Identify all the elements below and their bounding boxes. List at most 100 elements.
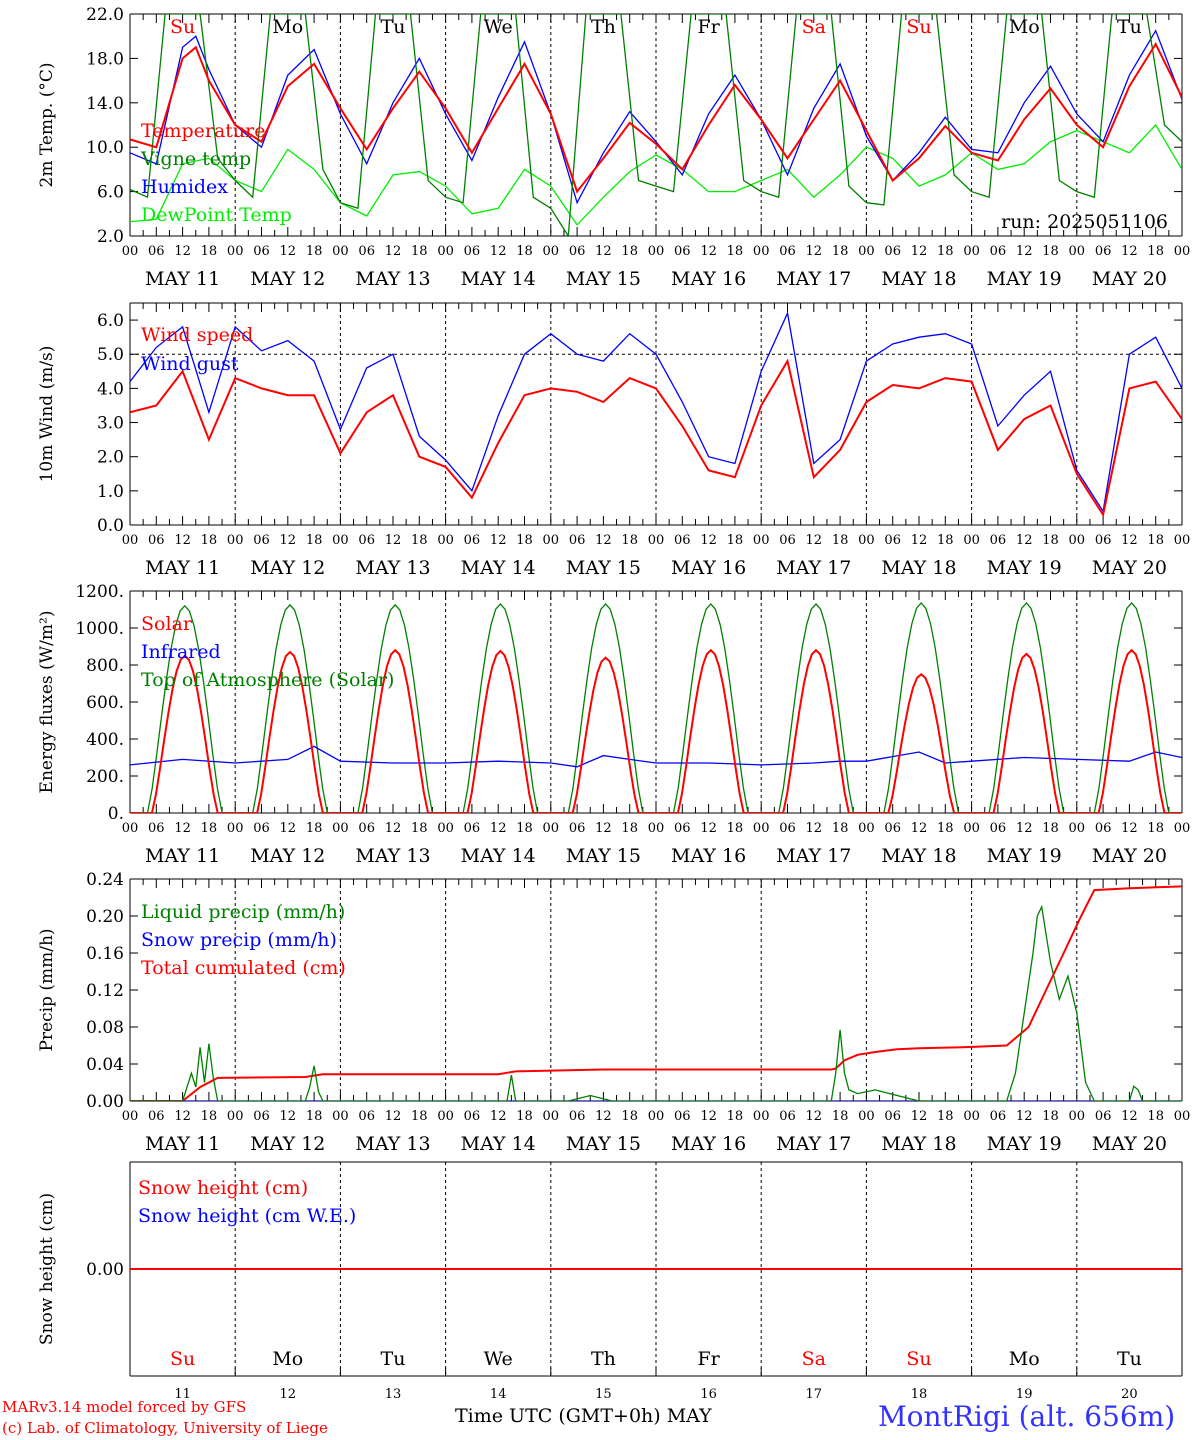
- hour-label: 06: [569, 1109, 586, 1124]
- date-label: MAY 15: [566, 557, 641, 579]
- legend-temperature: Temperature: [141, 120, 265, 142]
- hour-label: 06: [253, 821, 270, 836]
- date-label: MAY 11: [145, 1133, 220, 1155]
- hour-label: 18: [201, 821, 218, 836]
- hour-label: 06: [990, 533, 1007, 548]
- y-tick-label: 6.0: [97, 183, 124, 203]
- hour-label: 00: [753, 244, 770, 259]
- date-label: MAY 18: [881, 557, 956, 579]
- legend-snow-height-cm-w-e-: Snow height (cm W.E.): [138, 1205, 356, 1227]
- hour-label: 18: [201, 533, 218, 548]
- y-tick-label: 6.0: [97, 311, 124, 331]
- series-total-cumulated-cm-: [130, 885, 1182, 1101]
- day-tag-bottom: Mo: [272, 1348, 303, 1370]
- hour-label: 18: [727, 821, 744, 836]
- date-label: MAY 12: [250, 268, 325, 290]
- hour-label: 00: [437, 1109, 454, 1124]
- date-label: MAY 19: [987, 1133, 1062, 1155]
- hour-label: 18: [1147, 244, 1164, 259]
- hour-label: 00: [543, 244, 560, 259]
- legend-wind-gust: Wind gust: [141, 353, 239, 375]
- date-label: MAY 16: [671, 845, 746, 867]
- hour-label: 06: [569, 533, 586, 548]
- legend-total-cumulated-cm-: Total cumulated (cm): [141, 957, 346, 979]
- hour-label: 00: [963, 533, 980, 548]
- lab-credit: (c) Lab. of Climatology, University of L…: [2, 1419, 328, 1437]
- hour-label: 00: [963, 821, 980, 836]
- hour-label: 12: [280, 1109, 297, 1124]
- date-label: MAY 15: [566, 1133, 641, 1155]
- series-dewpoint-temp: [130, 123, 1182, 226]
- y-tick-label: 10.0: [86, 138, 124, 158]
- hour-label: 18: [937, 1109, 954, 1124]
- hour-label: 18: [727, 1109, 744, 1124]
- hour-label: 00: [1174, 821, 1191, 836]
- y-axis-title: Precip (mm/h): [37, 928, 57, 1051]
- hour-label: 00: [437, 533, 454, 548]
- hour-label: 06: [884, 1109, 901, 1124]
- hour-label: 00: [437, 821, 454, 836]
- hour-label: 06: [253, 533, 270, 548]
- y-tick-label: 600.: [86, 693, 124, 713]
- y-tick-label: 1000.: [75, 619, 124, 639]
- day-tag-bottom: Tu: [381, 1348, 406, 1370]
- hour-label: 06: [569, 244, 586, 259]
- y-axis-title: 10m Wind (m/s): [37, 346, 57, 483]
- hour-label: 12: [700, 244, 717, 259]
- y-tick-label: 0.00: [86, 1260, 124, 1280]
- hour-label: 00: [858, 244, 875, 259]
- hour-label: 12: [385, 244, 402, 259]
- y-tick-label: 3.0: [97, 414, 124, 434]
- hour-label: 06: [358, 1109, 375, 1124]
- day-tag-top: Th: [591, 16, 616, 38]
- hour-label: 12: [1121, 821, 1138, 836]
- hour-label: 00: [122, 533, 139, 548]
- hour-label: 12: [595, 821, 612, 836]
- day-number: 20: [1121, 1387, 1138, 1402]
- y-tick-label: 0.12: [86, 981, 124, 1001]
- hour-label: 12: [806, 821, 823, 836]
- hour-label: 06: [464, 1109, 481, 1124]
- hour-label: 00: [1069, 1109, 1086, 1124]
- hour-label: 06: [884, 821, 901, 836]
- hour-label: 00: [227, 533, 244, 548]
- series-wind-gust: [130, 311, 1182, 514]
- day-tag-bottom: Th: [591, 1348, 616, 1370]
- legend-snow-precip-mm-h-: Snow precip (mm/h): [141, 929, 337, 951]
- legend-vigne-temp: Vigne temp: [140, 148, 251, 170]
- hour-label: 00: [122, 1109, 139, 1124]
- date-label: MAY 20: [1092, 557, 1167, 579]
- date-label: MAY 18: [881, 1133, 956, 1155]
- day-tag-top: Su: [170, 16, 195, 38]
- y-tick-label: 5.0: [97, 345, 124, 365]
- day-tag-top: We: [484, 16, 513, 38]
- hour-label: 06: [779, 1109, 796, 1124]
- panel-4: 0.24 0.20 0.16 0.12 0.08 0.04 0.00 Precip (mm/h…: [37, 870, 1190, 1155]
- date-label: MAY 17: [776, 1133, 851, 1155]
- hour-label: 12: [490, 1109, 507, 1124]
- hour-label: 00: [753, 821, 770, 836]
- hour-label: 18: [621, 533, 638, 548]
- hour-label: 12: [174, 1109, 191, 1124]
- hour-label: 18: [621, 244, 638, 259]
- legend-infrared: Infrared: [141, 641, 221, 663]
- day-number: 13: [385, 1387, 402, 1402]
- hour-label: 00: [1174, 244, 1191, 259]
- hour-label: 06: [464, 533, 481, 548]
- hour-label: 00: [122, 244, 139, 259]
- day-number: 12: [280, 1387, 297, 1402]
- hour-label: 12: [385, 533, 402, 548]
- hour-label: 00: [227, 244, 244, 259]
- date-label: MAY 19: [987, 268, 1062, 290]
- hour-label: 00: [858, 533, 875, 548]
- date-label: MAY 11: [145, 557, 220, 579]
- y-tick-label: 4.0: [97, 379, 124, 399]
- hour-label: 18: [1147, 533, 1164, 548]
- hour-label: 06: [779, 244, 796, 259]
- date-label: MAY 19: [987, 845, 1062, 867]
- hour-label: 18: [1042, 244, 1059, 259]
- hour-label: 00: [648, 533, 665, 548]
- series-liquid-precip-mm-h-: [130, 904, 1182, 1101]
- hour-label: 06: [779, 533, 796, 548]
